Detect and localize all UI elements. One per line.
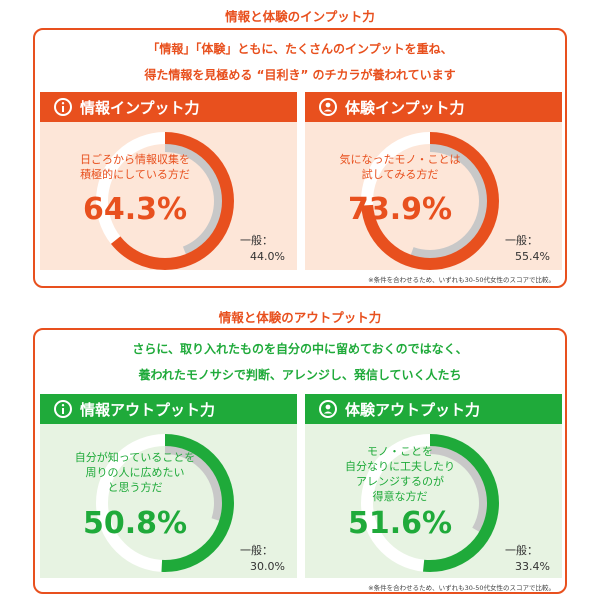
experience-input-card: 体験インプット力 気になったモノ・ことは 試してみる方だ 73.9% 一般： 5… <box>305 92 562 270</box>
experience-output-body: モノ・ことを 自分なりに工夫したり アレンジするのが 得意な方だ 51.6% 一… <box>305 424 562 578</box>
input-intro-line-1: 「情報」「体験」ともに、たくさんのインプットを重ね、 <box>147 42 453 56</box>
info-output-header: 情報アウトプット力 <box>40 394 297 424</box>
info-input-donut <box>96 132 234 270</box>
general-arc <box>371 444 489 562</box>
general-label: 一般： <box>240 234 273 247</box>
info-input-body: 日ごろから情報収集を 積極的にしている方だ 64.3% 一般： 44.0% <box>40 122 297 270</box>
info-output-title: 情報アウトプット力 <box>80 400 216 419</box>
input-panel: 「情報」「体験」ともに、たくさんのインプットを重ね、 得た情報を見極める “目利… <box>33 28 567 288</box>
info-input-percent: 64.3% <box>82 192 188 227</box>
info-icon <box>54 400 72 418</box>
general-label: 一般： <box>505 234 538 247</box>
experience-output-percent: 51.6% <box>347 506 453 541</box>
info-input-title: 情報インプット力 <box>80 98 200 117</box>
info-input-card: 情報インプット力 日ごろから情報収集を 積極的にしている方だ 64.3% 一般：… <box>40 92 297 270</box>
score-arc <box>96 434 234 572</box>
output-section-title: 情報と体験のアウトプット力 <box>218 310 382 325</box>
general-arc <box>106 444 224 562</box>
output-panel: さらに、取り入れたものを自分の中に留めておくのではなく、 養われたモノサシで判断… <box>33 328 567 594</box>
general-value: 30.0% <box>250 560 285 573</box>
general-arc <box>106 142 224 260</box>
general-arc <box>371 142 489 260</box>
experience-output-desc: モノ・ことを 自分なりに工夫したり アレンジするのが 得意な方だ <box>345 445 455 503</box>
person-icon <box>319 400 337 418</box>
experience-output-card: 体験アウトプット力 モノ・ことを 自分なりに工夫したり アレンジするのが 得意な… <box>305 394 562 578</box>
experience-output-title: 体験アウトプット力 <box>345 400 481 419</box>
info-output-desc: 自分が知っていることを 周りの人に広めたい と思う方だ <box>74 451 196 494</box>
general-value: 33.4% <box>515 560 550 573</box>
output-footnote: ※条件を合わせるため、いずれも30-50代女性のスコアで比較。 <box>368 584 555 592</box>
score-arc <box>96 132 234 270</box>
person-icon <box>319 98 337 116</box>
info-output-donut <box>96 434 234 572</box>
score-arc <box>361 434 499 572</box>
general-value: 55.4% <box>515 250 550 263</box>
info-input-desc: 日ごろから情報収集を 積極的にしている方だ <box>80 153 190 181</box>
experience-output-donut <box>361 434 499 572</box>
input-footnote: ※条件を合わせるため、いずれも30-50代女性のスコアで比較。 <box>368 276 555 284</box>
info-icon <box>54 98 72 116</box>
info-output-percent: 50.8% <box>82 506 188 541</box>
info-output-body: 自分が知っていることを 周りの人に広めたい と思う方だ 50.8% 一般： 30… <box>40 424 297 578</box>
general-label: 一般： <box>505 544 538 557</box>
experience-input-body: 気になったモノ・ことは 試してみる方だ 73.9% 一般： 55.4% <box>305 122 562 270</box>
score-arc <box>361 132 499 270</box>
general-value: 44.0% <box>250 250 285 263</box>
experience-input-donut <box>361 132 499 270</box>
experience-output-header: 体験アウトプット力 <box>305 394 562 424</box>
input-intro-line-2: 得た情報を見極める “目利き” のチカラが養われています <box>144 68 456 82</box>
info-output-card: 情報アウトプット力 自分が知っていることを 周りの人に広めたい と思う方だ 50… <box>40 394 297 578</box>
info-input-header: 情報インプット力 <box>40 92 297 122</box>
general-label: 一般： <box>240 544 273 557</box>
experience-input-title: 体験インプット力 <box>345 98 465 117</box>
experience-input-desc: 気になったモノ・ことは 試してみる方だ <box>339 153 461 181</box>
experience-input-header: 体験インプット力 <box>305 92 562 122</box>
experience-input-percent: 73.9% <box>347 192 453 227</box>
output-intro-line-2: 養われたモノサシで判断、アレンジし、発信していく人たち <box>138 368 462 382</box>
output-intro-line-1: さらに、取り入れたものを自分の中に留めておくのではなく、 <box>132 342 468 356</box>
input-section-title: 情報と体験のインプット力 <box>225 9 375 24</box>
